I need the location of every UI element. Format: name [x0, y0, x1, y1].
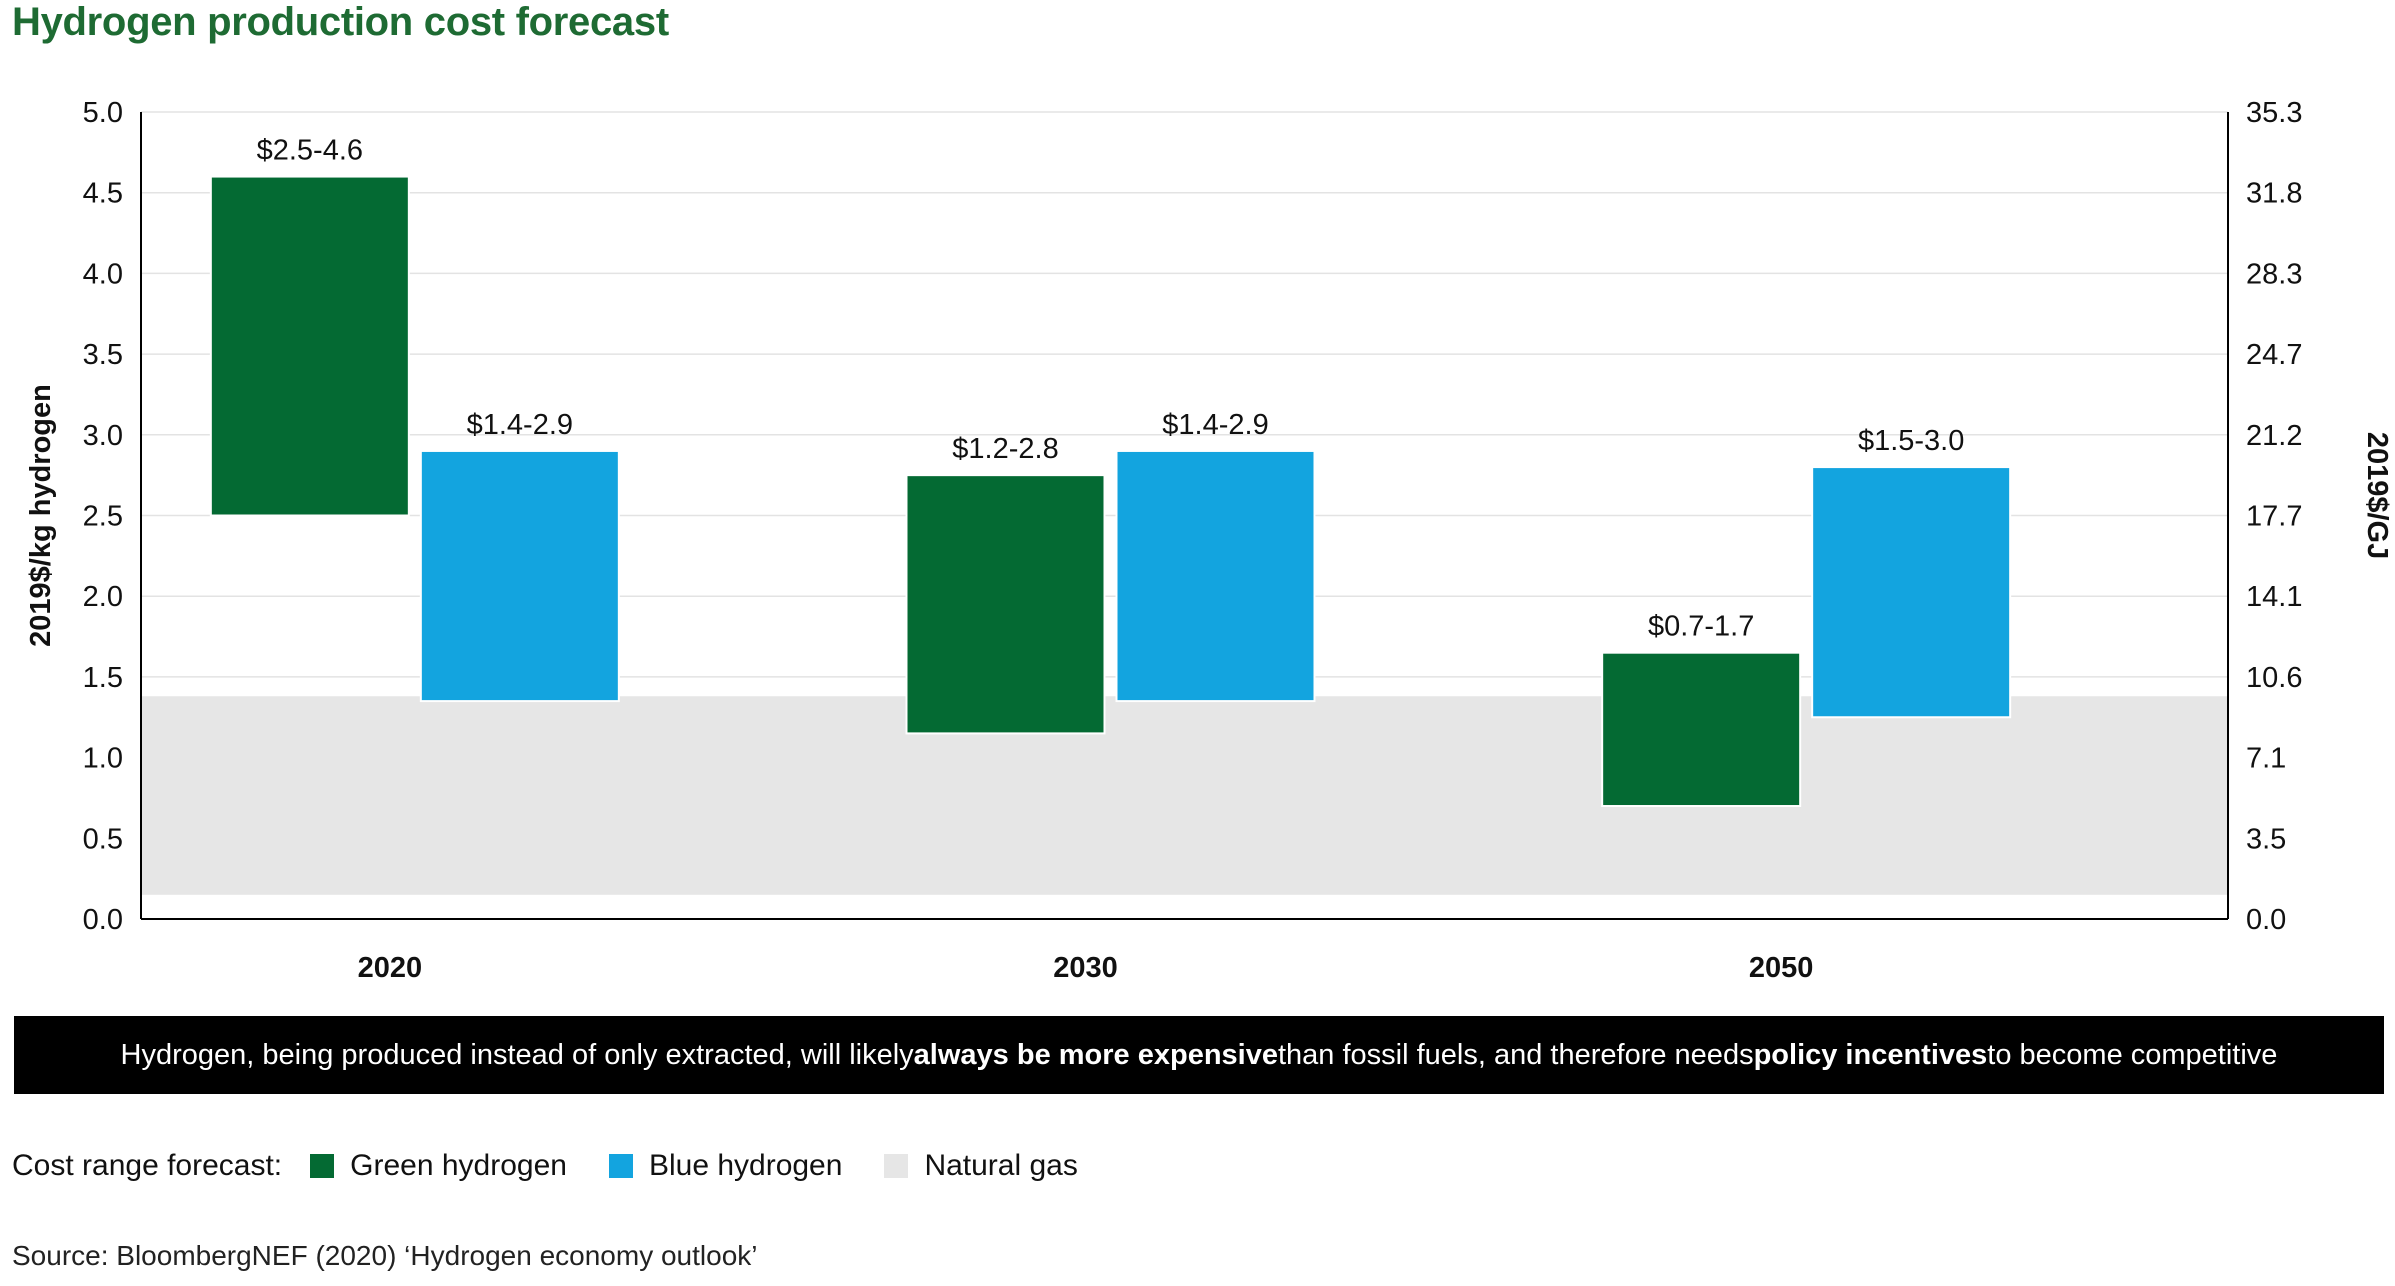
legend-item-blue: Blue hydrogen: [608, 1149, 843, 1183]
x-tick-label: 2020: [358, 952, 423, 984]
cost-forecast-chart: 0.0 0.5 1.0 1.5 2.0 2.5 3.0 3.5 4.0 4.5 5.0 0.0 3.5 7…: [25, 97, 2393, 984]
data-label: $1.2-2.8: [952, 433, 1058, 465]
data-label: $1.5-3.0: [1858, 425, 1964, 457]
blue-hydrogen-bar: [1811, 466, 2012, 719]
legend-label-blue: Blue hydrogen: [648, 1149, 843, 1182]
y2-tick-label: 28.3: [2246, 258, 2302, 290]
blue-hydrogen-bar: [419, 449, 620, 703]
x-tick-label: 2030: [1053, 952, 1118, 984]
y2-tick-label: 31.8: [2246, 178, 2302, 210]
green-hydrogen-bar: [1601, 651, 1802, 808]
y-tick-label: 2.0: [83, 581, 123, 613]
y2-tick-label: 7.1: [2246, 743, 2286, 775]
data-label: $1.4-2.9: [1162, 409, 1268, 441]
legend-label-green: Green hydrogen: [350, 1149, 567, 1182]
banner-bold-1: always be more expensive: [913, 1038, 1278, 1071]
green-hydrogen-bar: [905, 474, 1106, 735]
legend-label-gas: Natural gas: [924, 1149, 1078, 1182]
y-tick-label: 5.0: [83, 97, 123, 129]
y-tick-label: 4.0: [83, 258, 123, 290]
y-tick-label: 0.5: [83, 823, 123, 855]
data-label: $0.7-1.7: [1648, 611, 1754, 643]
y-tick-label: 1.0: [83, 743, 123, 775]
y2-tick-label: 0.0: [2246, 904, 2286, 936]
legend-swatch-blue: [608, 1154, 633, 1178]
green-hydrogen-bar: [209, 175, 410, 517]
chart-title: Hydrogen production cost forecast: [12, 0, 669, 44]
source-note: Source: BloombergNEF (2020) ‘Hydrogen ec…: [12, 1240, 758, 1271]
data-label: $1.4-2.9: [467, 409, 573, 441]
y-axis-title: 2019$/kg hydrogen: [25, 384, 57, 647]
y2-tick-label: 17.7: [2246, 501, 2302, 533]
natural-gas-band: [141, 696, 2228, 895]
y-tick-label: 2.5: [83, 501, 123, 533]
y-tick-label: 3.5: [83, 339, 123, 371]
y2-tick-label: 35.3: [2246, 97, 2302, 129]
y2-axis-title: 2019$/GJ: [2361, 432, 2393, 559]
y2-tick-label: 10.6: [2246, 662, 2302, 694]
legend-title: Cost range forecast:: [12, 1149, 283, 1182]
banner-text-3: to become competitive: [1987, 1038, 2278, 1071]
legend-swatch-green: [310, 1154, 335, 1178]
y2-tick-label: 3.5: [2246, 823, 2286, 855]
banner-bold-2: policy incentives: [1753, 1038, 1988, 1071]
legend-swatch-gas: [884, 1154, 909, 1178]
legend: Cost range forecast: Green hydrogen Blue…: [12, 1144, 1120, 1188]
y-tick-label: 0.0: [83, 904, 123, 936]
blue-hydrogen-bar: [1115, 449, 1316, 703]
banner-text-1: Hydrogen, being produced instead of only…: [120, 1038, 914, 1071]
y2-tick-label: 21.2: [2246, 420, 2302, 452]
y-tick-label: 1.5: [83, 662, 123, 694]
legend-item-green: Green hydrogen: [310, 1149, 567, 1183]
banner-text-2: than fossil fuels, and therefore needs: [1277, 1038, 1754, 1071]
data-label: $2.5-4.6: [257, 135, 363, 167]
y2-tick-label: 24.7: [2246, 339, 2302, 371]
y-tick-label: 4.5: [83, 178, 123, 210]
legend-item-gas: Natural gas: [884, 1149, 1078, 1183]
y-tick-label: 3.0: [83, 420, 123, 452]
x-tick-label: 2050: [1749, 952, 1814, 984]
key-message-banner: Hydrogen, being produced instead of only…: [14, 1016, 2384, 1094]
y2-tick-label: 14.1: [2246, 581, 2302, 613]
